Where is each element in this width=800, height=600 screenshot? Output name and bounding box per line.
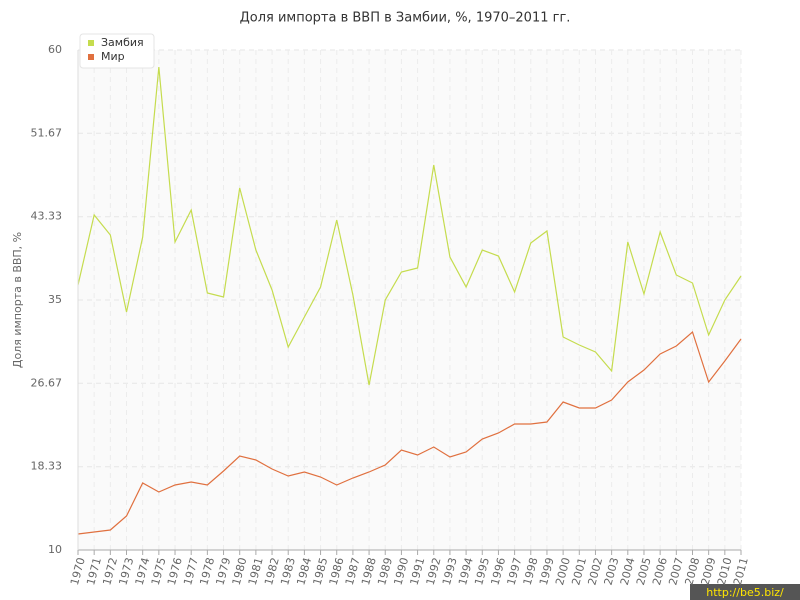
y-tick-label: 51.67 xyxy=(31,126,63,139)
legend-label: Мир xyxy=(101,50,125,63)
series-line xyxy=(77,66,742,386)
y-tick-label: 26.67 xyxy=(31,376,63,389)
watermark: http://be5.biz/ xyxy=(706,586,784,599)
chart-title: Доля импорта в ВВП в Замбии, %, 1970–201… xyxy=(240,11,571,26)
y-tick-label: 60 xyxy=(48,43,62,56)
legend-swatch xyxy=(88,54,94,60)
watermark-bg xyxy=(690,584,800,600)
y-axis-label: Доля импорта в ВВП, % xyxy=(11,232,24,368)
y-tick-label: 43.33 xyxy=(31,210,63,223)
y-tick-label: 18.33 xyxy=(31,460,63,473)
y-tick-label: 10 xyxy=(48,543,62,556)
series-line xyxy=(77,330,742,535)
lines xyxy=(77,66,742,535)
y-tick-label: 35 xyxy=(48,293,62,306)
legend-label: Замбия xyxy=(101,36,144,49)
grid xyxy=(77,49,742,551)
legend xyxy=(79,33,155,69)
legend-swatch xyxy=(88,40,94,46)
